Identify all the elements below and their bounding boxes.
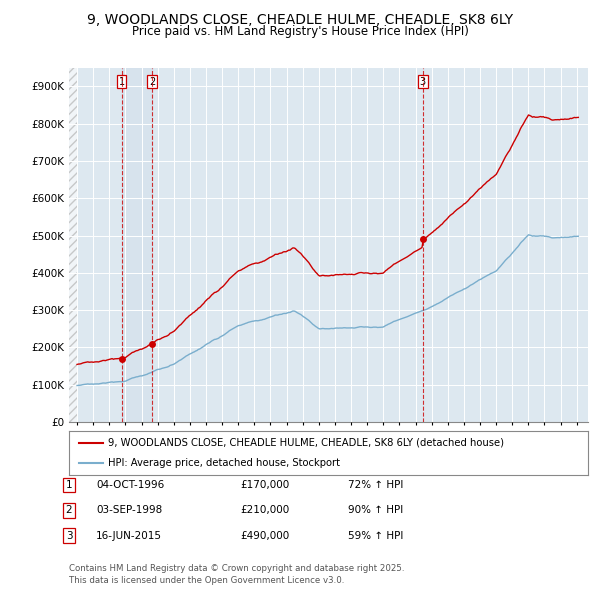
- Text: 1: 1: [118, 77, 125, 87]
- Text: 9, WOODLANDS CLOSE, CHEADLE HULME, CHEADLE, SK8 6LY: 9, WOODLANDS CLOSE, CHEADLE HULME, CHEAD…: [87, 13, 513, 27]
- Text: 3: 3: [420, 77, 426, 87]
- Bar: [69, 68, 77, 422]
- Text: 72% ↑ HPI: 72% ↑ HPI: [348, 480, 403, 490]
- Text: 1: 1: [65, 480, 73, 490]
- Text: Contains HM Land Registry data © Crown copyright and database right 2025.
This d: Contains HM Land Registry data © Crown c…: [69, 565, 404, 585]
- Text: 2: 2: [149, 77, 155, 87]
- Text: HPI: Average price, detached house, Stockport: HPI: Average price, detached house, Stoc…: [108, 458, 340, 468]
- Text: Price paid vs. HM Land Registry's House Price Index (HPI): Price paid vs. HM Land Registry's House …: [131, 25, 469, 38]
- Text: 2: 2: [65, 506, 73, 515]
- Text: £210,000: £210,000: [240, 506, 289, 515]
- Text: 3: 3: [65, 531, 73, 540]
- Text: 59% ↑ HPI: 59% ↑ HPI: [348, 531, 403, 540]
- Text: £170,000: £170,000: [240, 480, 289, 490]
- Text: 90% ↑ HPI: 90% ↑ HPI: [348, 506, 403, 515]
- Text: 16-JUN-2015: 16-JUN-2015: [96, 531, 162, 540]
- Text: 9, WOODLANDS CLOSE, CHEADLE HULME, CHEADLE, SK8 6LY (detached house): 9, WOODLANDS CLOSE, CHEADLE HULME, CHEAD…: [108, 438, 504, 448]
- Text: 03-SEP-1998: 03-SEP-1998: [96, 506, 162, 515]
- Text: 04-OCT-1996: 04-OCT-1996: [96, 480, 164, 490]
- Text: £490,000: £490,000: [240, 531, 289, 540]
- Bar: [122, 68, 152, 422]
